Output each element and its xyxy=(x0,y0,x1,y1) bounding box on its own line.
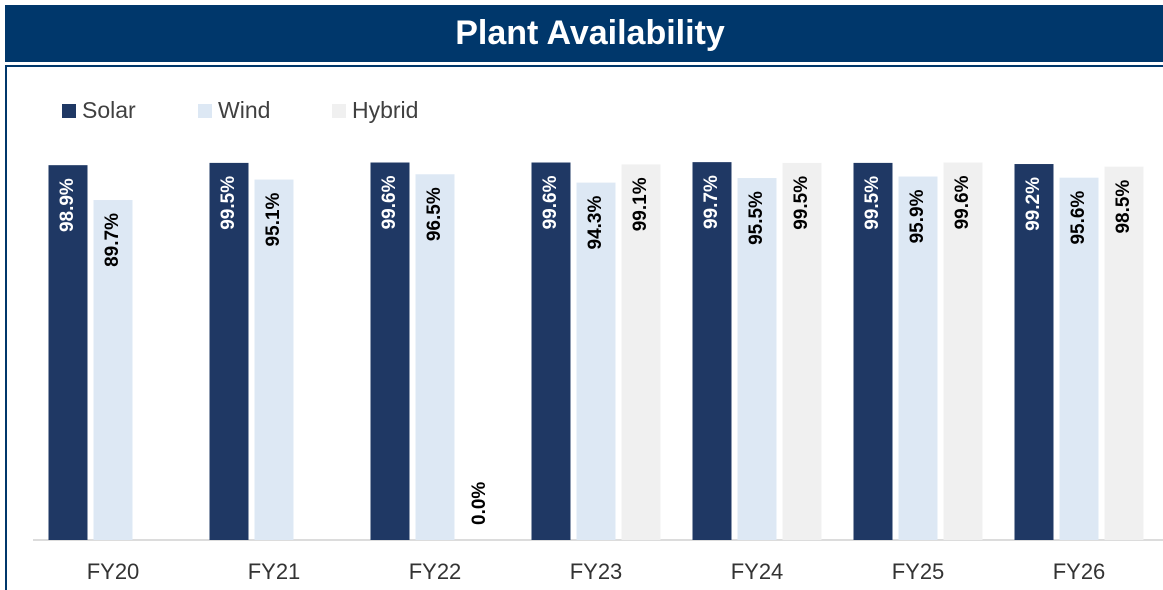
legend-label: Wind xyxy=(218,97,270,123)
legend-swatch xyxy=(332,104,346,118)
value-label: 99.6% xyxy=(379,175,400,229)
bar xyxy=(1059,177,1099,540)
bar xyxy=(1014,164,1054,541)
value-label: 99.1% xyxy=(630,177,651,231)
title-bar xyxy=(5,5,1163,62)
bar xyxy=(1104,166,1144,540)
bar xyxy=(48,165,88,540)
x-tick-label: FY24 xyxy=(731,559,784,584)
legend-label: Solar xyxy=(82,97,136,123)
x-tick-label: FY22 xyxy=(409,559,462,584)
bar xyxy=(93,200,133,541)
value-label: 95.1% xyxy=(263,192,284,246)
legend-swatch xyxy=(198,104,212,118)
bar xyxy=(531,162,571,541)
value-label: 99.6% xyxy=(540,175,561,229)
bar xyxy=(898,176,938,540)
value-label: 98.9% xyxy=(57,178,78,232)
x-tick-label: FY26 xyxy=(1053,559,1106,584)
x-tick-label: FY20 xyxy=(87,559,140,584)
legend-swatch xyxy=(62,104,76,118)
value-label: 99.2% xyxy=(1023,177,1044,231)
x-tick-label: FY21 xyxy=(248,559,301,584)
value-label: 95.5% xyxy=(746,191,767,245)
value-label: 95.9% xyxy=(907,189,928,243)
bar xyxy=(782,162,822,540)
chart-title: Plant Availability xyxy=(455,14,725,52)
value-label: 89.7% xyxy=(102,213,123,267)
value-label: 99.5% xyxy=(862,176,883,230)
bar xyxy=(737,178,777,540)
bar xyxy=(853,162,893,540)
bar xyxy=(209,162,249,540)
bar xyxy=(692,162,732,540)
value-label: 99.5% xyxy=(791,176,812,230)
value-label: 98.5% xyxy=(1113,180,1134,234)
value-label: 99.7% xyxy=(701,175,722,229)
value-label: 94.3% xyxy=(585,195,606,249)
bar xyxy=(370,162,410,541)
x-tick-label: FY25 xyxy=(892,559,945,584)
value-label: 96.5% xyxy=(424,187,445,241)
value-label: 95.6% xyxy=(1068,191,1089,245)
bar xyxy=(576,182,616,540)
bar xyxy=(943,162,983,541)
bar xyxy=(621,164,661,540)
x-tick-label: FY23 xyxy=(570,559,623,584)
value-label: 99.5% xyxy=(218,176,239,230)
value-label: 99.6% xyxy=(952,175,973,229)
value-label: 0.0% xyxy=(469,482,490,525)
bar xyxy=(415,174,455,540)
bar xyxy=(254,179,294,541)
legend-label: Hybrid xyxy=(352,97,418,123)
